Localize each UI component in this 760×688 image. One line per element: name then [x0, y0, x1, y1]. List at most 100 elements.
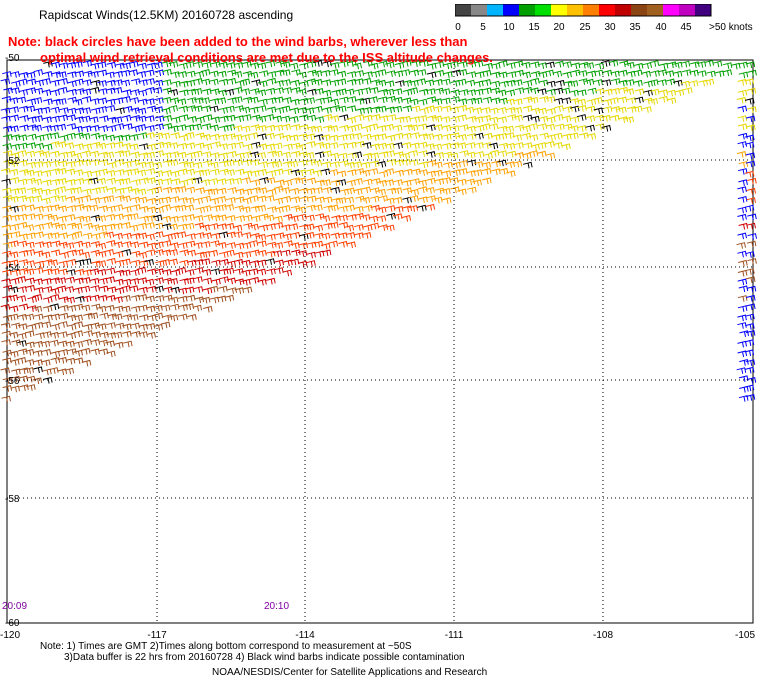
- wind-barb: [8, 294, 19, 302]
- wind-barb: [745, 313, 755, 321]
- wind-barb: [18, 303, 29, 311]
- wind-barb: [256, 89, 267, 97]
- wind-barb: [298, 114, 309, 122]
- wind-barb: [219, 258, 229, 266]
- wind-barb: [72, 230, 83, 238]
- wind-barb: [120, 134, 131, 142]
- wind-barb: [473, 88, 484, 96]
- wind-barb: [288, 134, 299, 142]
- wind-barb: [25, 105, 36, 113]
- wind-barb: [416, 69, 427, 76]
- wind-barb: [297, 71, 307, 79]
- wind-barb: [218, 61, 228, 69]
- lon-label: -120: [0, 630, 20, 641]
- wind-barb: [16, 356, 27, 364]
- wind-barb: [266, 97, 277, 104]
- wind-barb: [347, 213, 357, 221]
- wind-barb: [466, 97, 477, 105]
- wind-barb: [128, 285, 139, 292]
- wind-barb: [146, 242, 157, 250]
- wind-barb: [10, 231, 21, 238]
- wind-barb: [744, 141, 755, 149]
- wind-barb: [376, 69, 387, 76]
- wind-barb: [184, 286, 195, 294]
- wind-barb: [257, 168, 268, 176]
- wind-barb: [499, 80, 509, 88]
- wind-barb: [424, 133, 435, 140]
- wind-barb: [11, 368, 21, 376]
- wind-barb: [130, 151, 140, 159]
- wind-barb: [265, 124, 276, 132]
- wind-barb: [33, 250, 44, 258]
- wind-barb: [138, 304, 148, 312]
- wind-barb: [186, 88, 197, 96]
- wind-barb: [584, 62, 595, 69]
- wind-barb: [154, 115, 165, 123]
- wind-barb: [187, 115, 197, 123]
- wind-barb: [689, 69, 699, 77]
- wind-barb: [546, 116, 556, 124]
- wind-barb: [131, 204, 141, 211]
- wind-barb: [1, 330, 12, 338]
- wind-barb: [154, 141, 165, 149]
- legend-swatch: [487, 4, 503, 16]
- wind-barb: [680, 80, 691, 88]
- wind-barb: [184, 131, 195, 139]
- wind-barb: [82, 60, 93, 67]
- wind-barb: [473, 161, 484, 168]
- wind-barb: [73, 321, 84, 328]
- wind-barb: [402, 196, 412, 204]
- wind-barb: [465, 178, 476, 186]
- wind-barb: [362, 152, 373, 160]
- wind-barb: [561, 143, 571, 151]
- wind-barb: [106, 257, 117, 265]
- wind-barb: [738, 222, 749, 230]
- wind-barb: [586, 98, 597, 106]
- wind-barb: [50, 313, 60, 321]
- wind-barb: [72, 152, 82, 160]
- wind-barb: [40, 106, 51, 114]
- wind-barb: [552, 132, 563, 140]
- wind-barb: [42, 241, 52, 249]
- wind-barb: [57, 368, 68, 376]
- wind-barb: [211, 259, 221, 267]
- wind-barb: [361, 77, 372, 85]
- wind-barb: [50, 249, 61, 257]
- wind-barb: [24, 169, 35, 177]
- wind-barb: [546, 80, 556, 88]
- wind-barb: [602, 69, 613, 77]
- wind-barb: [402, 88, 413, 96]
- wind-barb: [265, 60, 276, 68]
- wind-barb: [384, 142, 395, 150]
- wind-barb: [737, 305, 748, 312]
- wind-barb: [282, 87, 292, 94]
- wind-barb: [57, 177, 67, 185]
- wind-barb: [514, 87, 525, 94]
- wind-barb: [345, 204, 355, 212]
- wind-barb: [32, 97, 43, 104]
- wind-barb: [195, 251, 205, 259]
- wind-barb: [154, 268, 164, 275]
- wind-barb: [266, 71, 277, 78]
- wind-barb: [320, 215, 331, 222]
- wind-barb: [545, 140, 555, 148]
- wind-barb: [114, 123, 125, 130]
- wind-barb: [192, 161, 203, 169]
- wind-barb: [202, 114, 213, 121]
- wind-barb: [323, 222, 333, 230]
- wind-barb: [130, 196, 141, 204]
- wind-barb: [456, 142, 467, 149]
- wind-barb: [25, 277, 35, 285]
- wind-barb: [706, 70, 716, 78]
- wind-barb: [89, 98, 100, 105]
- wind-barb: [104, 195, 115, 202]
- wind-barb: [161, 223, 172, 230]
- wind-barb: [321, 249, 332, 257]
- wind-barb: [608, 97, 619, 104]
- wind-barb: [74, 249, 84, 256]
- wind-barb: [234, 141, 245, 149]
- wind-barb: [226, 133, 236, 140]
- wind-barb: [168, 60, 179, 68]
- wind-barb: [737, 250, 747, 258]
- wind-barb: [393, 142, 403, 149]
